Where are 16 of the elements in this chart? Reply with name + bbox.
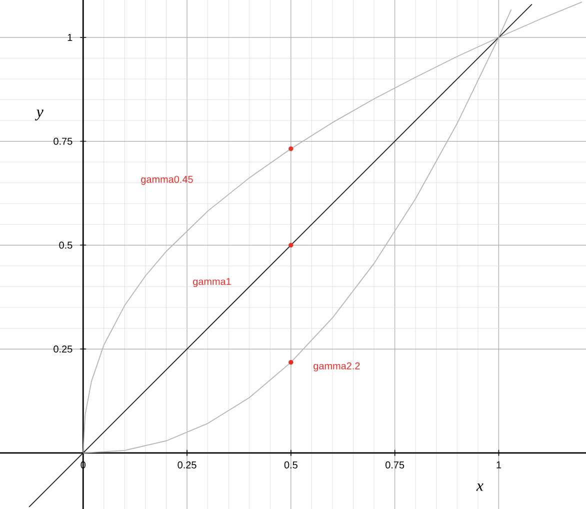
- annotation: gamma0.45: [141, 176, 193, 185]
- x-tick-label: 1: [496, 461, 502, 468]
- point: [288, 360, 294, 365]
- y-axis-title: y: [34, 110, 44, 120]
- y-tick-label: 0.5: [59, 242, 72, 249]
- annotation: gamma2.2: [314, 362, 360, 372]
- point: [288, 146, 294, 152]
- y-tick-label: 0.75: [54, 138, 72, 145]
- x-axis-title: x: [476, 483, 484, 491]
- x-tick-label: 0.75: [386, 461, 404, 468]
- y-tick-label: 1: [68, 34, 72, 41]
- y-tick-label: 0.25: [54, 346, 72, 353]
- x-tick-label: 0.5: [284, 461, 298, 468]
- x-tick-label: 0.25: [178, 461, 196, 468]
- annotation: gamma1: [193, 278, 231, 287]
- point: [288, 242, 294, 248]
